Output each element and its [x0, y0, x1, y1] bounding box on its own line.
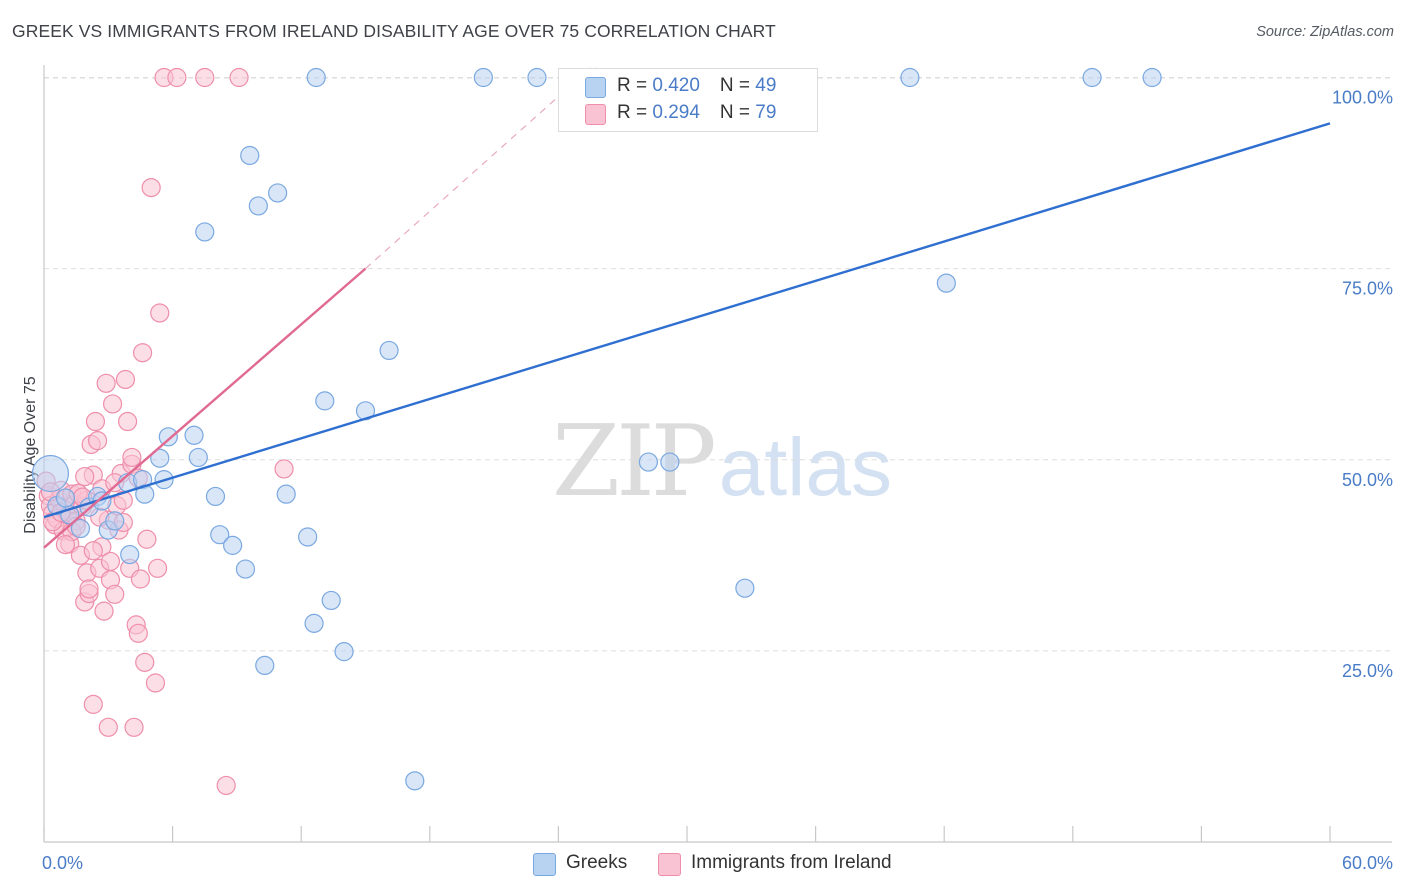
watermark-zip: ZIP — [552, 405, 717, 519]
greek-point — [276, 484, 296, 504]
y-tick-label: 25.0% — [1342, 661, 1393, 681]
watermark-atlas: atlas — [718, 422, 892, 513]
ireland-point — [117, 411, 138, 432]
greek-point — [55, 488, 76, 508]
ireland-point — [124, 717, 144, 737]
greek-point — [304, 613, 324, 633]
ireland-point — [150, 303, 170, 323]
y-axis-label: Disability Age Over 75 — [22, 376, 39, 534]
x-tick-label: 60.0% — [1342, 853, 1393, 873]
greek-point — [379, 340, 399, 361]
chart-title: GREEK VS IMMIGRANTS FROM IRELAND DISABIL… — [12, 21, 776, 41]
greek-point — [235, 559, 256, 579]
ireland-point — [128, 623, 148, 643]
ireland-point — [75, 466, 95, 487]
ireland-point — [132, 343, 153, 363]
ireland-point — [105, 584, 125, 604]
greek-point — [268, 183, 288, 203]
greek-point — [255, 655, 275, 676]
ireland-point — [147, 558, 168, 578]
bottom-legend-swatch-greeks — [533, 853, 556, 876]
ireland-point — [55, 535, 76, 555]
legend-r-value: 0.420 — [652, 75, 700, 96]
greek-point — [240, 145, 260, 166]
greek-point — [188, 447, 208, 468]
ireland-point — [96, 373, 116, 393]
greek-point — [936, 273, 956, 293]
ireland-point — [145, 673, 166, 693]
greek-point — [184, 425, 204, 445]
x-tick-label: 0.0% — [42, 853, 83, 873]
greek-point — [298, 527, 318, 547]
ireland-trend-extension — [365, 77, 581, 270]
greek-point — [660, 452, 680, 472]
greek-point — [1142, 67, 1162, 88]
ireland-point — [274, 459, 294, 479]
bottom-legend-label-greeks: Greeks — [566, 852, 628, 873]
ireland-point — [130, 569, 151, 589]
greek-point — [334, 642, 354, 662]
greek-point — [223, 535, 243, 555]
ireland-point — [98, 717, 118, 737]
source-attribution: Source: ZipAtlas.com — [1256, 24, 1394, 40]
legend-n-label: N = — [719, 75, 756, 96]
legend-r-label: R = — [617, 75, 653, 96]
greek-point — [150, 448, 170, 468]
bottom-legend-swatch-ireland — [658, 853, 681, 876]
ireland-point — [229, 67, 249, 88]
legend-swatch-ireland — [585, 104, 606, 125]
y-tick-label: 50.0% — [1342, 470, 1393, 490]
ireland-point — [135, 652, 155, 672]
ireland-point — [122, 447, 142, 468]
greek-point — [527, 67, 547, 88]
legend-swatch-greeks — [585, 77, 606, 98]
ireland-point — [216, 775, 236, 796]
ireland-trend-line — [43, 267, 367, 549]
y-tick-label: 75.0% — [1342, 279, 1393, 299]
ireland-point — [102, 394, 123, 414]
greek-point — [321, 590, 341, 611]
greek-point — [248, 196, 268, 216]
legend-n-label: N = — [719, 102, 756, 123]
greek-point — [70, 518, 91, 539]
greek-point — [210, 525, 230, 545]
ireland-point — [83, 694, 103, 714]
greek-point — [638, 452, 659, 472]
ireland-point — [137, 529, 157, 549]
greek-point — [1082, 67, 1102, 88]
greek-point — [158, 427, 178, 447]
legend-n-value: 79 — [755, 102, 777, 123]
greek-point — [473, 67, 493, 88]
y-tick-label: 100.0% — [1332, 88, 1393, 108]
greek-point — [120, 544, 140, 565]
greek-point — [205, 486, 226, 507]
ireland-point — [195, 67, 215, 88]
ireland-point — [167, 67, 187, 88]
legend-r-value: 0.294 — [652, 102, 700, 123]
greeks-trend-line — [43, 122, 1331, 519]
ireland-point — [85, 411, 106, 432]
bottom-legend-label-ireland: Immigrants from Ireland — [691, 852, 892, 873]
ireland-point — [79, 579, 99, 599]
correlation-legend: R = 0.420 N = 49 R = 0.294 N = 79 — [558, 68, 818, 132]
ireland-point — [83, 541, 103, 561]
greek-point — [900, 67, 920, 88]
legend-r-label: R = — [617, 102, 653, 123]
greek-point — [306, 67, 326, 88]
ireland-point — [94, 601, 114, 621]
ireland-point — [115, 369, 136, 390]
greek-point — [735, 578, 755, 598]
greek-point — [105, 511, 125, 531]
ireland-point — [141, 177, 161, 198]
ireland-point — [87, 431, 108, 451]
greek-point — [315, 391, 335, 411]
greek-point — [31, 454, 70, 493]
greek-point — [195, 222, 215, 242]
greek-point — [405, 771, 425, 791]
legend-n-value: 49 — [755, 75, 777, 96]
ireland-point — [100, 551, 121, 572]
watermark: ZIPatlas — [552, 405, 892, 519]
